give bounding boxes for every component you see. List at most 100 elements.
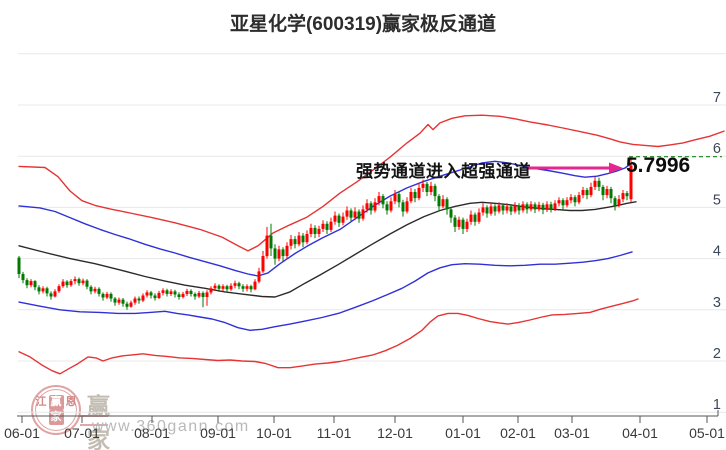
candle-down [485, 207, 489, 214]
candle-down [89, 286, 93, 292]
x-tick-label: 07-01 [64, 425, 100, 441]
candle-up [117, 299, 121, 303]
candle-down [533, 204, 537, 210]
candle-up [297, 235, 301, 245]
candle-up [469, 214, 473, 222]
candle-down [33, 281, 37, 288]
annotation-text: 强势通道进入超强通道 [356, 162, 531, 181]
candle-up [197, 292, 201, 297]
candle-down [425, 183, 429, 192]
x-tick-label: 03-01 [554, 425, 590, 441]
candle-up [393, 194, 397, 202]
candle-down [189, 290, 193, 294]
candle-down [165, 290, 169, 294]
candle-up [157, 292, 161, 298]
candle-up [589, 186, 593, 196]
candle-up [265, 235, 269, 257]
last-price-label: 5.7996 [626, 154, 691, 177]
candle-up [529, 204, 533, 210]
candle-up [209, 288, 213, 293]
candle-up [181, 293, 185, 297]
candle-down [269, 235, 273, 249]
candle-down [21, 274, 25, 281]
candle-up [421, 183, 425, 188]
candle-up [253, 281, 257, 290]
candle-up [329, 221, 333, 230]
candle-up [81, 280, 85, 284]
candle-down [493, 206, 497, 212]
candle-down [381, 196, 385, 205]
candle-down [549, 204, 553, 209]
candle-up [229, 285, 233, 290]
candle-up [129, 302, 133, 307]
candle-up [233, 283, 237, 286]
candle-up [441, 199, 445, 207]
middle-black-line [18, 201, 637, 298]
candle-up [285, 245, 289, 256]
candle-up [185, 290, 189, 294]
candle-up [377, 196, 381, 203]
candle-down [301, 235, 305, 243]
upper-blue-line [18, 160, 633, 277]
candle-up [557, 200, 561, 204]
candle-up [53, 291, 57, 297]
candle-down [325, 223, 329, 230]
candle-down [177, 294, 181, 297]
x-tick-label: 11-01 [317, 425, 352, 441]
candle-down [349, 210, 353, 218]
outer-lower-red-line [18, 298, 639, 375]
candle-up [429, 185, 433, 192]
candle-up [497, 205, 501, 212]
candle-down [273, 248, 277, 259]
candle-down [369, 203, 373, 211]
candle-down [17, 257, 21, 274]
chart-title: 亚星化学(600319)赢家极反通道 [229, 14, 497, 35]
watermark-url-text: www.360gann.com [92, 418, 250, 435]
candle-up [73, 279, 77, 282]
candle-up [213, 285, 217, 289]
x-tick-label: 02-01 [500, 425, 536, 441]
candle-up [373, 202, 377, 211]
candle-up [277, 249, 281, 259]
y-tick-label: 3 [713, 295, 721, 311]
candle-down [397, 194, 401, 203]
candle-down [125, 303, 129, 307]
y-tick-label: 7 [713, 90, 721, 106]
candle-down [449, 209, 453, 218]
candle-down [433, 185, 437, 197]
candle-up [521, 204, 525, 211]
candle-down [585, 190, 589, 196]
candle-up [361, 209, 365, 219]
candle-down [357, 211, 361, 219]
candle-down [413, 192, 417, 199]
candle-up [365, 203, 369, 210]
y-tick-label: 6 [713, 141, 721, 157]
candle-up [389, 201, 393, 211]
y-tick-label: 1 [713, 397, 721, 413]
x-tick-label: 10-01 [256, 425, 292, 441]
candle-down [149, 292, 153, 296]
candle-up [305, 234, 309, 243]
candle-down [113, 298, 117, 303]
candle-up [605, 189, 609, 196]
x-tick-label: 12-01 [377, 425, 413, 441]
gridlines [18, 53, 726, 413]
annotation-arrow [527, 162, 623, 174]
candle-down [501, 205, 505, 211]
candle-down [109, 293, 113, 299]
candle-up [345, 210, 349, 217]
candle-up [169, 291, 173, 294]
candle-down [525, 204, 529, 210]
candle-up [565, 200, 569, 206]
candle-down [281, 249, 285, 257]
candle-up [537, 204, 541, 210]
candle-up [629, 165, 633, 200]
candle-up [309, 227, 313, 234]
candle-up [341, 216, 345, 223]
candle-down [609, 189, 613, 199]
candle-down [573, 197, 577, 203]
candle-down [613, 198, 617, 206]
candle-down [173, 291, 177, 295]
candle-up [513, 205, 517, 212]
